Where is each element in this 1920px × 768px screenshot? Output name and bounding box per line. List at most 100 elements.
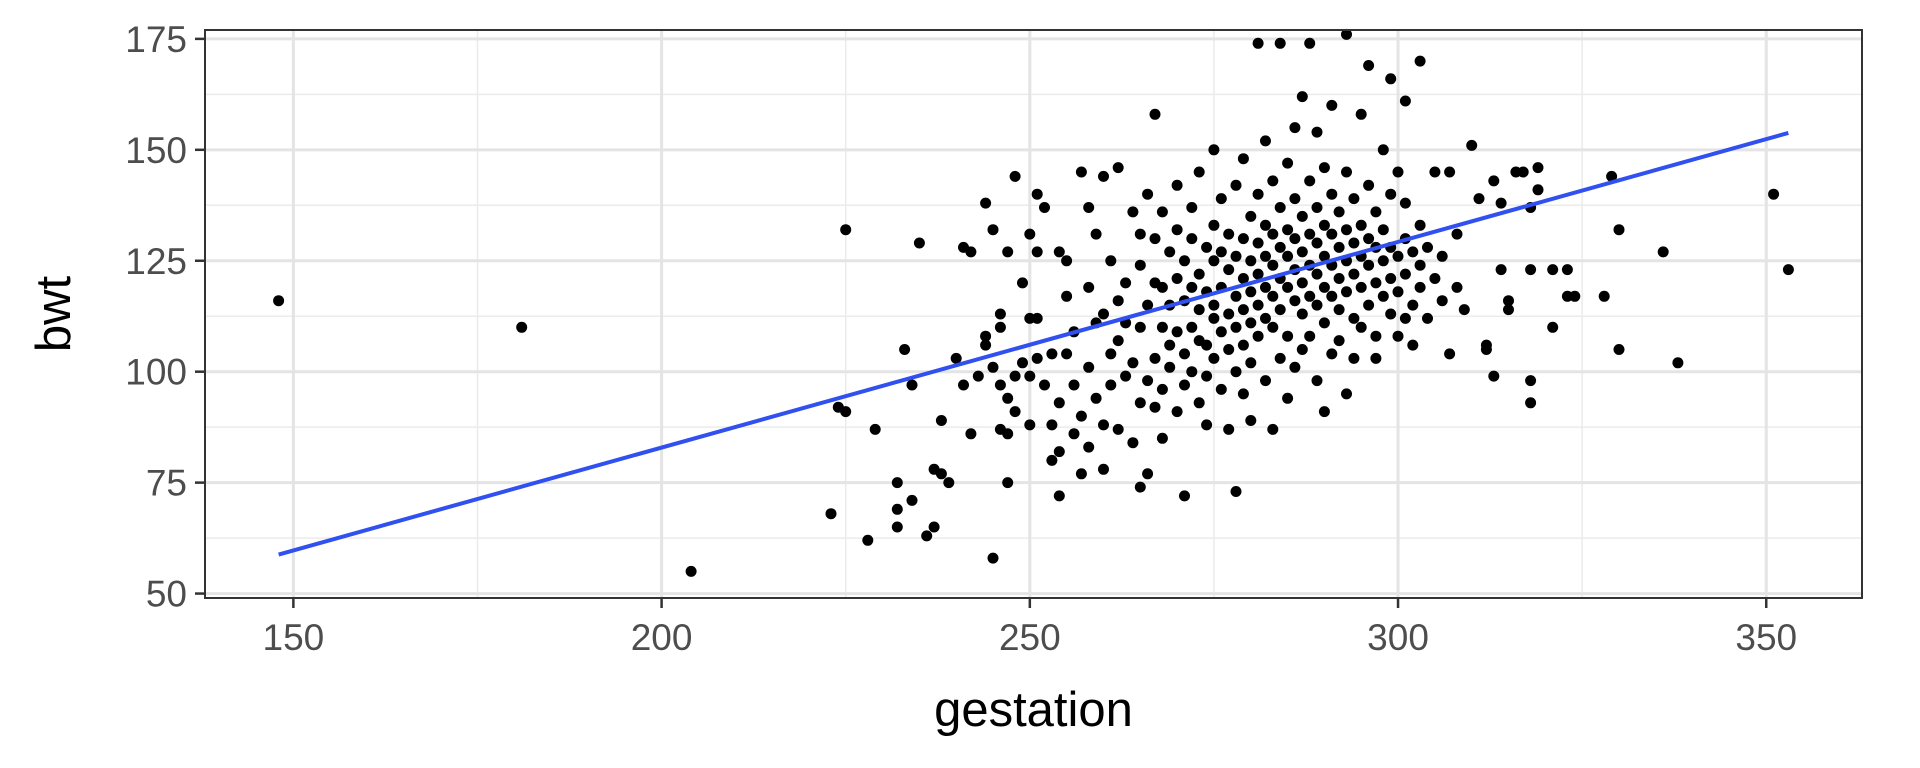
data-point xyxy=(1260,312,1271,324)
data-point xyxy=(1098,170,1109,182)
data-point xyxy=(1311,299,1323,311)
data-point xyxy=(1171,406,1183,418)
data-point xyxy=(1377,290,1389,302)
data-point xyxy=(1002,246,1014,258)
data-point xyxy=(1075,166,1087,178)
data-point xyxy=(1061,255,1073,267)
data-point xyxy=(1348,193,1360,205)
data-point xyxy=(1024,370,1036,382)
data-point xyxy=(1304,37,1316,49)
data-point xyxy=(1289,361,1301,373)
data-point xyxy=(1127,437,1139,449)
data-point xyxy=(1017,357,1028,369)
data-point xyxy=(1503,304,1514,316)
major-gridlines xyxy=(205,30,1862,598)
data-point xyxy=(1245,255,1257,267)
data-point xyxy=(1223,423,1235,435)
data-point xyxy=(1186,281,1198,293)
data-point xyxy=(1208,144,1220,156)
data-point xyxy=(1348,352,1360,364)
data-point xyxy=(1311,202,1323,213)
data-point xyxy=(1193,304,1205,316)
data-point xyxy=(1414,281,1426,293)
data-point xyxy=(1414,219,1426,231)
data-point xyxy=(1046,454,1058,466)
data-point xyxy=(1326,290,1338,302)
data-point xyxy=(1267,228,1279,240)
data-point xyxy=(1480,344,1492,355)
data-point xyxy=(1399,95,1411,107)
data-point xyxy=(1495,264,1507,276)
data-point xyxy=(1186,233,1198,245)
data-point xyxy=(1429,273,1441,284)
data-point xyxy=(1083,281,1095,293)
data-point xyxy=(1377,224,1389,236)
data-point xyxy=(1215,193,1227,205)
data-point xyxy=(1569,290,1581,302)
data-point xyxy=(1267,175,1279,187)
data-point xyxy=(1296,308,1308,320)
data-point xyxy=(1230,321,1242,333)
data-point xyxy=(1385,73,1397,85)
data-point xyxy=(1031,246,1043,258)
data-point xyxy=(1782,264,1794,276)
data-point xyxy=(1768,188,1780,200)
data-point xyxy=(1208,219,1220,231)
data-point xyxy=(1606,170,1618,182)
data-point xyxy=(1267,423,1279,435)
data-point xyxy=(1046,348,1058,360)
data-point xyxy=(1024,228,1036,240)
data-point xyxy=(1370,352,1382,364)
data-point xyxy=(1230,179,1242,191)
data-point xyxy=(1414,259,1426,271)
data-point xyxy=(1422,241,1433,253)
data-point xyxy=(1223,228,1235,240)
x-tick-label: 250 xyxy=(999,617,1061,658)
data-point xyxy=(1341,286,1352,298)
data-point xyxy=(1495,197,1507,209)
data-point xyxy=(1370,206,1382,218)
data-point xyxy=(1282,330,1294,342)
data-point xyxy=(1385,308,1397,320)
data-point xyxy=(1215,326,1227,338)
data-point xyxy=(1407,339,1419,351)
data-point xyxy=(1267,321,1279,333)
data-point xyxy=(1436,250,1448,262)
data-point xyxy=(1112,335,1124,347)
data-point xyxy=(1282,392,1294,404)
data-point xyxy=(1547,264,1559,276)
data-point xyxy=(1208,352,1220,364)
data-point xyxy=(1326,228,1338,240)
data-point xyxy=(1657,246,1669,258)
data-point xyxy=(1134,259,1146,271)
data-point xyxy=(1348,268,1360,280)
data-point xyxy=(1142,188,1154,200)
data-point xyxy=(1252,330,1264,342)
data-point xyxy=(1186,321,1198,333)
data-point xyxy=(1237,388,1249,400)
data-point xyxy=(1451,281,1463,293)
data-point xyxy=(1370,330,1382,342)
data-point xyxy=(1385,188,1397,200)
y-tick-label: 125 xyxy=(125,241,187,282)
data-point xyxy=(1002,392,1014,404)
y-tick-label: 50 xyxy=(146,574,187,615)
data-point xyxy=(921,530,933,542)
data-point xyxy=(1090,392,1102,404)
data-point xyxy=(1311,237,1323,249)
data-point xyxy=(1009,170,1021,182)
data-point xyxy=(1208,255,1220,267)
data-point xyxy=(1252,237,1264,249)
data-point xyxy=(1525,375,1537,387)
data-point xyxy=(1208,312,1220,324)
data-point xyxy=(1326,348,1338,360)
data-point xyxy=(1407,246,1419,258)
data-point xyxy=(935,415,947,426)
data-point xyxy=(1348,237,1360,249)
data-point xyxy=(840,224,852,236)
data-point xyxy=(1245,415,1257,426)
data-point xyxy=(950,352,962,364)
data-point xyxy=(1230,486,1242,497)
data-point xyxy=(1252,299,1264,311)
data-point xyxy=(1179,490,1190,502)
